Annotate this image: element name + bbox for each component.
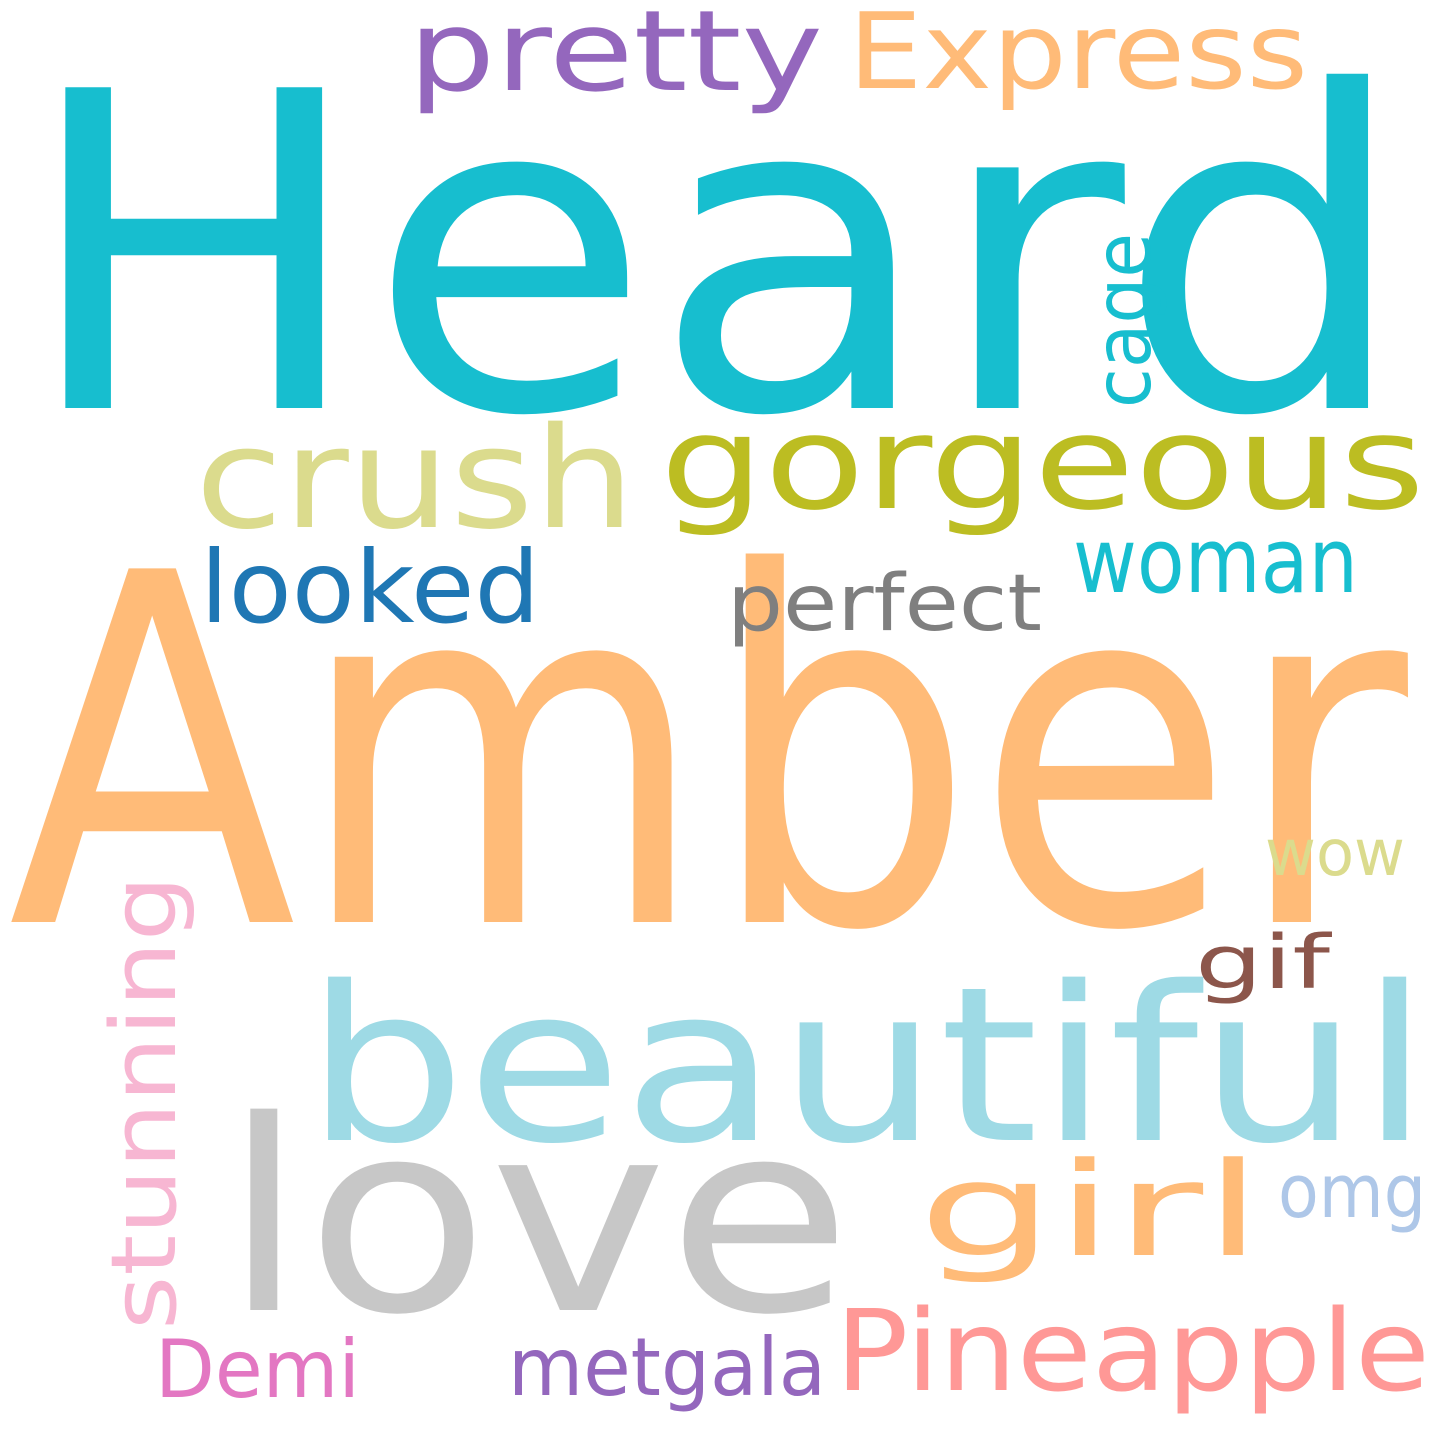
word-beautiful: beautiful bbox=[305, 940, 1430, 1191]
word-girl: girl bbox=[918, 1134, 1263, 1286]
word-love: love bbox=[222, 1065, 852, 1373]
word-amber: Amber bbox=[8, 473, 1413, 1037]
word-omg: omg bbox=[1278, 1149, 1426, 1235]
word-wow: wow bbox=[1265, 817, 1405, 891]
word-gorgeous: gorgeous bbox=[660, 387, 1425, 539]
word-demi: Demi bbox=[155, 1323, 360, 1416]
word-metgala: metgala bbox=[508, 1321, 826, 1414]
word-woman: woman bbox=[1073, 509, 1358, 614]
word-express: Express bbox=[848, 0, 1308, 113]
word-perfect: perfect bbox=[727, 559, 1042, 649]
word-pretty: pretty bbox=[408, 0, 823, 117]
word-heard: Heard bbox=[20, 0, 1410, 512]
word-pineapple: Pineapple bbox=[835, 1287, 1430, 1417]
word-crush: crush bbox=[195, 398, 635, 561]
word-gif: gif bbox=[1195, 920, 1333, 1006]
word-stunning: stunning bbox=[92, 875, 197, 1330]
word-looked: looked bbox=[200, 529, 540, 646]
word-cage: cage bbox=[1079, 233, 1169, 408]
